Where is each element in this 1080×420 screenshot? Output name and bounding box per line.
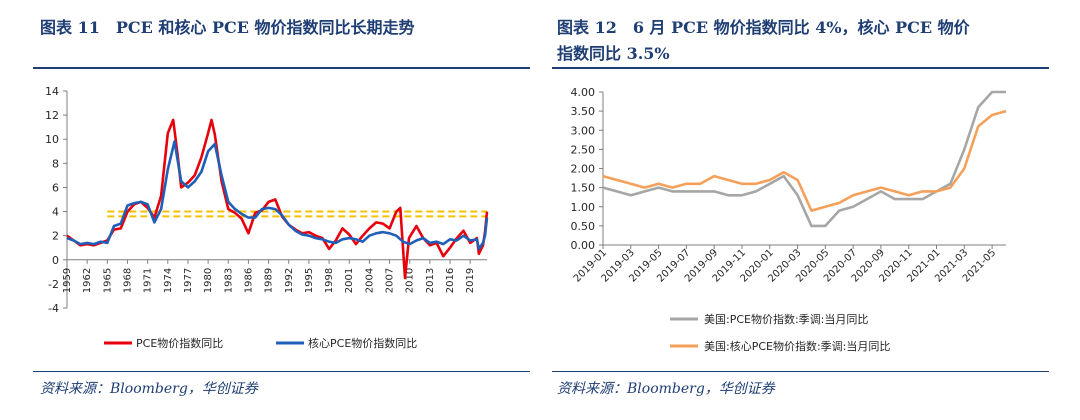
left-x-tick-label: 1989	[264, 268, 275, 293]
left-y-tick-label: 0	[52, 254, 59, 267]
right-y-tick-label: 1.00	[571, 201, 596, 214]
left-x-tick-label: 2007	[385, 268, 396, 293]
left-x-tick-label: 2001	[344, 268, 355, 293]
left-y-tick-label: 12	[45, 109, 59, 122]
right-bottom-rule	[552, 371, 1049, 372]
left-x-tick-label: 2004	[364, 268, 375, 293]
left-x-tick-label: 1986	[243, 268, 254, 293]
left-y-tick-label: -2	[48, 278, 59, 291]
right-y-tick-label: 0.00	[571, 239, 596, 252]
left-y-tick-label: 4	[52, 206, 59, 219]
left-x-tick-label: 1992	[284, 268, 295, 293]
left-y-tick-label: -4	[48, 302, 59, 315]
left-x-tick-label: 1962	[82, 268, 93, 293]
left-x-tick-label: 1971	[143, 268, 154, 293]
right-y-tick-label: 2.00	[571, 163, 596, 176]
left-series-pce-line	[66, 118, 489, 280]
left-y-tick-label: 8	[52, 157, 59, 170]
left-y-tick-label: 10	[45, 133, 59, 146]
left-legend-label-core: 核心PCE物价指数同比	[308, 336, 417, 350]
left-x-tick-label: 1965	[102, 268, 113, 293]
left-x-tick-label: 1974	[163, 268, 174, 293]
right-source-note: 资料来源：Bloomberg，华创证券	[557, 381, 775, 397]
right-chart-title-line2: 指数同比 3.5%	[557, 44, 670, 63]
left-series-core-pce-line	[66, 140, 489, 251]
left-x-tick-label: 1995	[304, 268, 315, 293]
right-top-rule	[552, 67, 1049, 69]
right-y-tick-label: 3.50	[571, 105, 596, 118]
right-series-pce-line	[602, 90, 1006, 228]
right-y-tick-label: 3.00	[571, 124, 596, 137]
left-y-tick-label: 2	[52, 230, 59, 243]
right-legend-label-pce: 美国:PCE物价指数:季调:当月同比	[704, 312, 868, 326]
left-x-tick-label: 2013	[425, 268, 436, 293]
left-top-rule	[33, 67, 530, 69]
left-x-tick-label: 1998	[324, 268, 335, 293]
left-x-tick-label: 2019	[465, 268, 476, 293]
left-y-tick-label: 14	[45, 85, 59, 98]
left-bottom-rule	[33, 371, 530, 372]
right-series-core-pce-line	[602, 109, 1007, 212]
left-x-tick-label: 1980	[203, 268, 214, 293]
right-y-tick-label: 1.50	[571, 182, 596, 195]
left-x-tick-label: 1977	[183, 268, 194, 293]
left-x-tick-label: 1959	[62, 268, 73, 293]
right-y-tick-label: 4.00	[571, 86, 596, 99]
right-chart-title-line1: 图表 12 6 月 PCE 物价指数同比 4%，核心 PCE 物价	[557, 18, 970, 37]
left-chart-title: 图表 11 PCE 和核心 PCE 物价指数同比长期走势	[40, 18, 415, 37]
left-x-tick-label: 1968	[122, 268, 133, 293]
left-x-tick-label: 2016	[445, 268, 456, 293]
right-legend-label-core: 美国:核心PCE物价指数:季调:当月同比	[704, 339, 890, 353]
left-x-tick-label: 2010	[405, 268, 416, 293]
left-source-note: 资料来源：Bloomberg，华创证券	[40, 381, 258, 397]
left-legend-label-pce: PCE物价指数同比	[136, 336, 223, 350]
right-y-tick-label: 0.50	[571, 220, 596, 233]
left-y-tick-label: 6	[52, 181, 59, 194]
left-x-tick-label: 1983	[223, 268, 234, 293]
right-y-tick-label: 2.50	[571, 143, 596, 156]
